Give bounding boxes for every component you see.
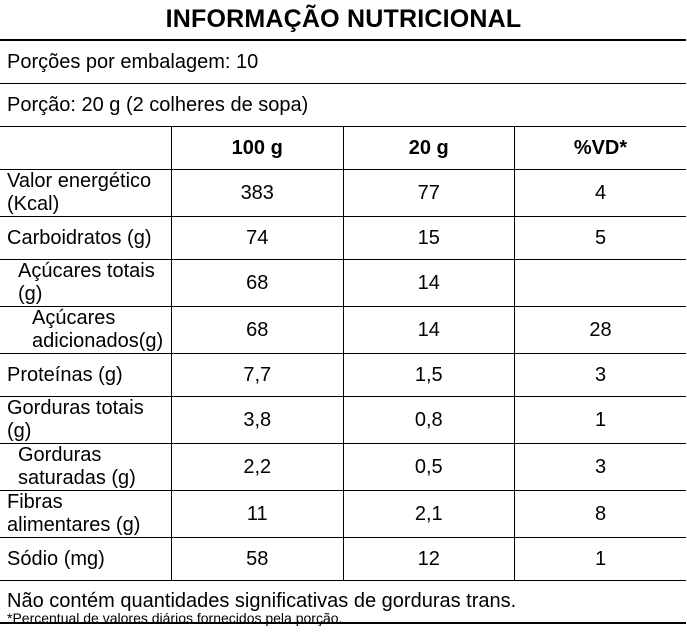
value-20g: 1,5: [342, 353, 515, 397]
value-vd: 3: [514, 353, 686, 397]
servings-row: Porções por embalagem: 10: [0, 39, 686, 84]
trans-fat-note: Não contém quantidades significativas de…: [0, 580, 686, 624]
value-100g: 58: [171, 537, 344, 581]
value-vd: [514, 259, 686, 307]
trans-fat-row: Não contém quantidades significativas de…: [0, 580, 686, 624]
value-100g: 11: [171, 490, 344, 538]
table-row: Açúcares totais (g) 68 14: [0, 259, 686, 307]
footnote: *Percentual de valores diários fornecido…: [7, 610, 343, 626]
table-row: Açúcares adicionados(g) 68 14 28: [0, 306, 686, 354]
table-row: Carboidratos (g) 74 15 5: [0, 216, 686, 260]
nutrition-table: Porções por embalagem: 10 Porção: 20 g (…: [0, 39, 686, 624]
value-100g: 2,2: [171, 443, 344, 491]
value-20g: 0,8: [342, 396, 515, 444]
value-20g: 12: [342, 537, 515, 581]
servings-per-package: Porções por embalagem: 10: [0, 39, 686, 84]
table-row: Fibras alimentares (g) 11 2,1 8: [0, 490, 686, 538]
value-20g: 77: [342, 169, 515, 217]
table-row: Proteínas (g) 7,7 1,5 3: [0, 353, 686, 397]
serving-size-row: Porção: 20 g (2 colheres de sopa): [0, 83, 686, 127]
header-100g: 100 g: [171, 126, 344, 170]
nutrient-name: Carboidratos (g): [0, 216, 172, 260]
value-20g: 2,1: [342, 490, 515, 538]
value-20g: 14: [342, 259, 515, 307]
nutrient-name: Gorduras totais (g): [0, 396, 172, 444]
label-title: INFORMAÇÃO NUTRICIONAL: [165, 5, 522, 33]
nutrient-name: Sódio (mg): [0, 537, 172, 581]
table-row: Gorduras totais (g) 3,8 0,8 1: [0, 396, 686, 444]
value-vd: 8: [514, 490, 686, 538]
value-100g: 7,7: [171, 353, 344, 397]
value-100g: 68: [171, 306, 344, 354]
value-vd: 28: [514, 306, 686, 354]
value-vd: 1: [514, 396, 686, 444]
value-100g: 383: [171, 169, 344, 217]
value-vd: 1: [514, 537, 686, 581]
table-row: Gorduras saturadas (g) 2,2 0,5 3: [0, 443, 686, 491]
header-20g: 20 g: [342, 126, 515, 170]
nutrient-name: Fibras alimentares (g): [0, 490, 172, 538]
value-vd: 5: [514, 216, 686, 260]
value-100g: 3,8: [171, 396, 344, 444]
value-20g: 14: [342, 306, 515, 354]
nutrient-name: Proteínas (g): [0, 353, 172, 397]
serving-size: Porção: 20 g (2 colheres de sopa): [0, 83, 686, 127]
value-20g: 0,5: [342, 443, 515, 491]
value-100g: 68: [171, 259, 344, 307]
value-vd: 3: [514, 443, 686, 491]
table-header-row: 100 g 20 g %VD*: [0, 126, 686, 170]
value-20g: 15: [342, 216, 515, 260]
header-nutrient: [0, 126, 172, 170]
nutrient-name: Gorduras saturadas (g): [0, 443, 172, 491]
nutrient-name: Valor energético (Kcal): [0, 169, 172, 217]
nutrient-name: Açúcares adicionados(g): [0, 306, 172, 354]
value-vd: 4: [514, 169, 686, 217]
table-row: Sódio (mg) 58 12 1: [0, 537, 686, 581]
header-vd: %VD*: [514, 126, 686, 170]
nutrient-name: Açúcares totais (g): [0, 259, 172, 307]
value-100g: 74: [171, 216, 344, 260]
table-row: Valor energético (Kcal) 383 77 4: [0, 169, 686, 217]
